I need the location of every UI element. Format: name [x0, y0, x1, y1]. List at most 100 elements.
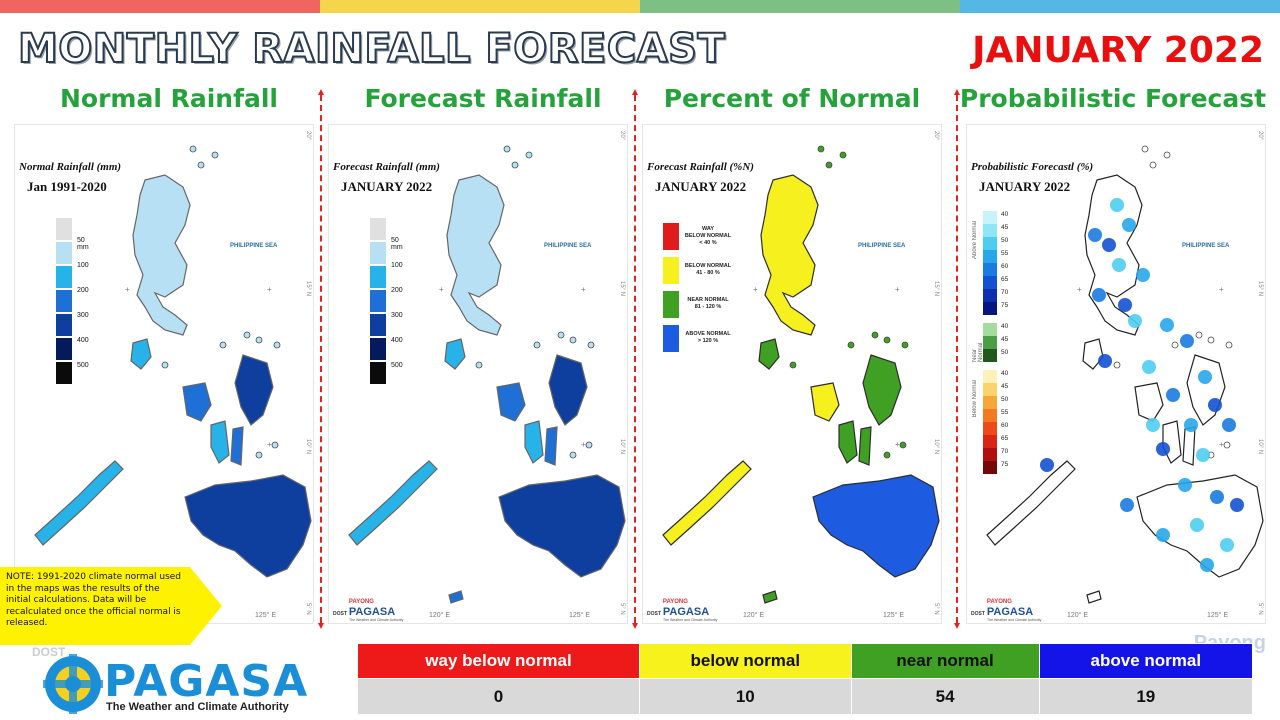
island-shape [758, 338, 780, 370]
island-shape [348, 460, 438, 546]
dost-label: DOST [32, 645, 66, 659]
small-island [1195, 331, 1203, 339]
small-island [585, 441, 593, 449]
legend-swatch [663, 324, 679, 352]
small-island [871, 331, 879, 339]
legend-label: BELOW NORMAL 41 - 80 % [684, 263, 732, 276]
philippines-map-graphic [348, 145, 626, 604]
map-subcaption: JANUARY 2022 [655, 179, 747, 194]
summary-value-row: 0 10 54 19 [356, 678, 1254, 715]
legend-swatch [983, 448, 997, 461]
island-shape [662, 460, 752, 546]
small-island [569, 336, 577, 344]
legend-swatch [663, 222, 679, 250]
small-island [789, 361, 797, 369]
island-shape [810, 382, 840, 422]
small-island [569, 451, 577, 459]
legend-swatch [369, 289, 387, 313]
probability-station-dot [1122, 218, 1136, 232]
lat-label: 5° N [619, 603, 625, 615]
probability-station-dot [1112, 258, 1126, 272]
legend-value: 50 [1001, 349, 1009, 356]
summary-value-cell: 0 [356, 678, 641, 715]
pagasa-tagline: The Weather and Climate Authority [106, 701, 289, 713]
probability-legend-block: Above Normal 40 45 50 55 60 65 70 75 [972, 211, 1017, 315]
lon-label: 120° E [743, 612, 765, 619]
island-shape [1162, 420, 1182, 464]
island-shape [1134, 382, 1164, 422]
probability-legend-block: Below Normal 40 45 50 55 60 65 70 75 [972, 370, 1017, 474]
legend-value: 45 [1001, 383, 1009, 390]
legend-label: 50 mm [77, 237, 89, 251]
philippines-map-graphic [662, 145, 940, 604]
payong-pagasa-logo: DOST PAYONG PAGASA The Weather and Climate … [647, 597, 717, 622]
lat-label: 10° N [933, 439, 939, 455]
legend-value: 45 [1001, 336, 1009, 343]
philippines-map-graphic [34, 145, 312, 604]
legend-swatch [55, 313, 73, 337]
legend-swatch [369, 217, 387, 241]
island-shape [234, 354, 274, 426]
legend-swatch [983, 435, 997, 448]
probability-station-dot [1098, 354, 1112, 368]
grid-cross: + [1219, 440, 1224, 449]
note-text: NOTE: 1991-2020 climate normal used in t… [6, 572, 182, 628]
probability-station-dot [1200, 558, 1214, 572]
map-caption: Forecast Rainfall (%N) [647, 161, 754, 173]
legend-value: 40 [1001, 323, 1009, 330]
small-island [219, 341, 227, 349]
island-shape [1186, 354, 1226, 426]
category-legend: WAY BELOW NORMAL < 40 % BELOW NORMAL 41 - 80… [663, 221, 733, 357]
probability-legend-block: Near Normal 40 45 50 [972, 323, 1017, 362]
payong-pagasa-wordmark: PAYONG PAGASA [662, 599, 710, 618]
probability-station-dot [1120, 498, 1134, 512]
summary-header-cell: way below normal [356, 643, 641, 679]
top-bar-segment [640, 0, 960, 13]
grid-cross: + [125, 285, 130, 294]
top-bar-segment [960, 0, 1280, 13]
probability-station-dot [1222, 418, 1236, 432]
lat-label: 15° N [933, 281, 939, 297]
lon-label: 125° E [569, 612, 591, 619]
top-bar-segment [320, 0, 640, 13]
summary-header-cell: near normal [850, 643, 1040, 679]
grid-cross: + [267, 285, 272, 294]
grid-cross: + [267, 440, 272, 449]
island-shape [34, 460, 124, 546]
legend-label: 300 [391, 312, 403, 319]
legend-swatch [983, 289, 997, 302]
lat-label: 10° N [305, 439, 311, 455]
probability-station-dot [1156, 442, 1170, 456]
note-arrow-shape [0, 567, 222, 645]
lat-label: 5° N [933, 603, 939, 615]
grid-cross: + [1077, 285, 1082, 294]
lon-label: 125° E [1207, 612, 1229, 619]
legend-value: 40 [1001, 370, 1009, 377]
legend-swatch [983, 370, 997, 383]
lat-label: 5° N [1257, 603, 1263, 615]
island-shape [230, 426, 244, 466]
grid-cross: + [581, 285, 586, 294]
small-island [587, 341, 595, 349]
lat-label: 5° N [305, 603, 311, 615]
philippines-map-graphic [986, 145, 1264, 604]
grid-cross: + [1219, 285, 1224, 294]
page-title: MONTHLY RAINFALL FORECAST [17, 25, 726, 73]
island-shape [182, 382, 212, 422]
legend-label: WAY BELOW NORMAL < 40 % [684, 225, 732, 246]
legend-swatch [369, 265, 387, 289]
top-bar-segment [0, 0, 320, 13]
panel-divider [632, 89, 638, 629]
grid-cross: + [581, 440, 586, 449]
legend-swatch [983, 383, 997, 396]
payong-pagasa-wordmark: PAYONG PAGASA [348, 599, 396, 618]
island-shape [812, 474, 940, 578]
panel-title-probabilistic: Probabilistic Forecast [959, 84, 1267, 113]
probability-station-dot [1198, 370, 1212, 384]
probability-station-dot [1220, 538, 1234, 552]
legend-value: 60 [1001, 263, 1009, 270]
legend-label: 200 [391, 287, 403, 294]
small-island [883, 451, 891, 459]
dost-label: DOST [647, 611, 661, 617]
